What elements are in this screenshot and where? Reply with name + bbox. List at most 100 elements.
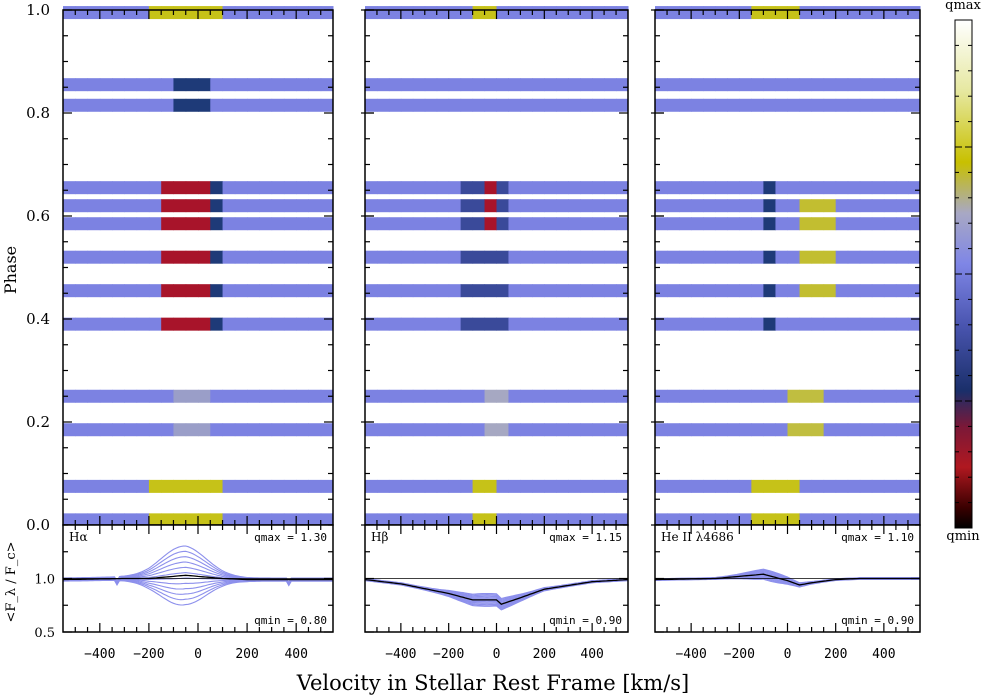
heatmap-cell <box>520 217 533 231</box>
heatmap-cell <box>365 389 378 403</box>
heatmap-cell <box>907 479 921 493</box>
heatmap-cell <box>484 423 497 437</box>
heatmap-cell <box>124 78 138 92</box>
heatmap-cell <box>532 6 545 20</box>
heatmap-cell <box>616 423 629 437</box>
heatmap-cell <box>87 199 101 213</box>
heatmap-cell <box>604 479 617 493</box>
heatmap-cell <box>715 250 728 264</box>
heatmap-cell <box>400 284 414 298</box>
heatmap-cell <box>460 479 474 493</box>
heatmap-cell <box>460 317 474 331</box>
heatmap-cell <box>496 479 509 493</box>
heatmap-cell <box>63 317 76 331</box>
heatmap-cell <box>667 6 680 20</box>
y-tick-label: 0.6 <box>26 207 50 225</box>
heatmap-cell <box>234 181 248 195</box>
heatmap-cell <box>234 317 248 331</box>
heatmap-cell <box>320 217 334 231</box>
heatmap-cell <box>124 98 138 112</box>
heatmap-cell <box>436 389 450 403</box>
heatmap-cell <box>259 98 273 112</box>
heatmap-cell <box>580 389 593 403</box>
heatmap-cell <box>388 423 402 437</box>
heatmap-cell <box>604 389 617 403</box>
heatmap-cell <box>436 284 450 298</box>
heatmap-cell <box>424 317 438 331</box>
heatmap-cell <box>859 389 873 403</box>
heatmap-cell <box>173 479 187 493</box>
heatmap-cell <box>412 78 426 92</box>
heatmap-cell <box>448 6 462 20</box>
heatmap-cell <box>271 78 285 92</box>
heatmap-cell <box>112 317 125 331</box>
profile-panels: −400 −200 0 200 400 0.5 1.0 Hα qmax = 1.30 qmin =… <box>34 524 921 662</box>
heatmap-cell <box>388 250 402 264</box>
heatmap-cell <box>799 317 813 331</box>
heatmap-cell <box>136 317 150 331</box>
heatmap-cell <box>763 6 776 20</box>
heatmap-cell <box>763 181 776 195</box>
heatmap-cell <box>823 284 837 298</box>
heatmap-cell <box>185 423 199 437</box>
heatmap-cell <box>811 479 825 493</box>
y-tick-label: 1.0 <box>26 1 50 19</box>
y-tick-label: 1.0 <box>34 573 55 588</box>
heatmap-cell <box>124 250 138 264</box>
heatmap-cell <box>472 317 486 331</box>
heatmap-cell <box>308 284 322 298</box>
heatmap-cell <box>727 78 740 92</box>
heatmap-cell <box>148 317 162 331</box>
heatmap-cell <box>424 98 438 112</box>
heatmap-cell <box>376 513 390 527</box>
heatmap-cell <box>655 479 668 493</box>
heatmap-cell <box>616 513 629 527</box>
heatmap-cell <box>365 217 378 231</box>
heatmap-cell <box>185 317 199 331</box>
heatmap-cell <box>388 284 402 298</box>
heatmap-cell <box>173 98 187 112</box>
heatmap-cell <box>210 423 224 437</box>
heatmap-cell <box>99 317 113 331</box>
heatmap-cell <box>259 389 273 403</box>
heatmap-cell <box>222 317 236 331</box>
heatmap-cell <box>871 479 885 493</box>
heatmap-cell <box>99 250 113 264</box>
x-tick-label: 0 <box>194 647 202 662</box>
heatmap-cell <box>198 250 211 264</box>
heatmap-cell <box>99 181 113 195</box>
heatmap-cell <box>496 317 509 331</box>
heatmap-cell <box>616 284 629 298</box>
heatmap-cell <box>703 78 716 92</box>
heatmap-cell <box>271 98 285 112</box>
heatmap-cell <box>472 479 486 493</box>
heatmap-cell <box>739 284 752 298</box>
heatmap-cell <box>99 389 113 403</box>
heatmap-cell <box>365 513 378 527</box>
heatmap-cell <box>496 389 509 403</box>
heatmap-cell <box>259 479 273 493</box>
line-name-label: Hβ <box>371 530 388 544</box>
heatmap-cell <box>376 479 390 493</box>
y-tick-label: 0.4 <box>26 310 50 328</box>
heatmap-cell <box>811 199 825 213</box>
heatmap-cell <box>63 284 76 298</box>
heatmap-cell <box>835 199 849 213</box>
heatmap-cell <box>604 317 617 331</box>
heatmap-cell <box>173 317 187 331</box>
heatmap-cell <box>496 284 509 298</box>
heatmap-cell <box>283 199 297 213</box>
heatmap-cell <box>556 217 569 231</box>
heatmap-cell <box>763 513 776 527</box>
heatmap-cell <box>775 181 788 195</box>
heatmap-cell <box>136 513 150 527</box>
heatmap-cell <box>222 479 236 493</box>
heatmap-cell <box>247 284 260 298</box>
heatmap-cell <box>592 181 605 195</box>
heatmap-cell <box>161 98 174 112</box>
heatmap-cell <box>283 513 297 527</box>
heatmap-cell <box>87 479 101 493</box>
y-tick-label: 0.8 <box>26 104 50 122</box>
heatmap-cell <box>247 423 260 437</box>
